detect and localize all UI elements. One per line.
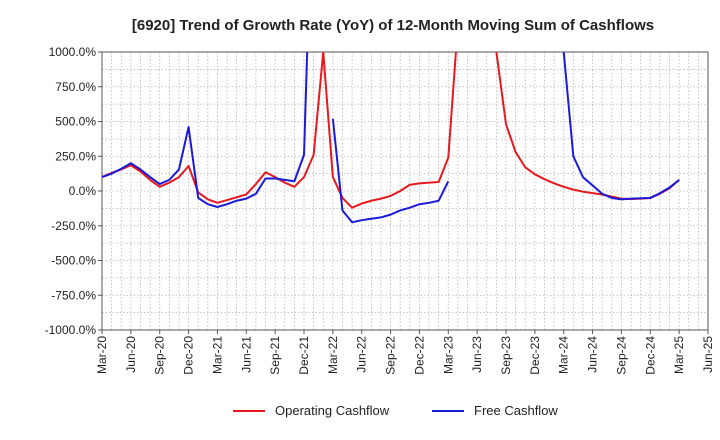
y-tick-label: 750.0% (55, 80, 96, 94)
y-tick-label: 250.0% (55, 149, 96, 163)
y-tick-label: 0.0% (69, 184, 97, 198)
y-tick-label: -250.0% (51, 219, 96, 233)
x-tick-label: Sep-21 (268, 336, 282, 375)
x-tick-label: Sep-20 (153, 336, 167, 375)
x-tick-label: Dec-20 (182, 336, 196, 375)
x-tick-label: Mar-20 (95, 336, 109, 374)
x-tick-label: Jun-20 (124, 336, 138, 373)
x-tick-label: Dec-23 (528, 336, 542, 375)
y-tick-label: 1000.0% (49, 45, 97, 59)
x-tick-label: Jun-25 (701, 336, 715, 373)
x-tick-label: Jun-21 (239, 336, 253, 373)
x-tick-label: Mar-25 (672, 336, 686, 374)
series-lines (102, 52, 680, 224)
legend-label: Free Cashflow (474, 403, 558, 418)
grid (102, 52, 708, 330)
x-tick-label: Dec-22 (412, 336, 426, 375)
x-tick-label: Mar-24 (557, 336, 571, 374)
x-tick-label: Mar-22 (326, 336, 340, 374)
x-tick-label: Mar-23 (441, 336, 455, 374)
x-tick-label: Jun-23 (470, 336, 484, 373)
legend: Operating Cashflow Free Cashflow (233, 403, 558, 418)
x-tick-label: Sep-22 (384, 336, 398, 375)
chart-title: [6920] Trend of Growth Rate (YoY) of 12-… (132, 17, 654, 34)
y-tick-label: -750.0% (51, 288, 96, 302)
axes: 1000.0% 750.0% 500.0% 250.0% 0.0% -250.0% -500… (45, 45, 715, 375)
x-tick-label: Dec-24 (643, 336, 657, 375)
series-line-free-cashflow (102, 52, 680, 224)
x-tick-label: Sep-23 (499, 336, 513, 375)
x-tick-label: Sep-24 (614, 336, 628, 375)
y-tick-label: 500.0% (55, 115, 96, 129)
x-tick-label: Jun-24 (586, 336, 600, 373)
y-tick-label: -1000.0% (45, 323, 97, 337)
y-tick-label: -500.0% (51, 254, 96, 268)
x-tick-label: Dec-21 (297, 336, 311, 375)
legend-label: Operating Cashflow (275, 403, 390, 418)
x-tick-label: Mar-21 (210, 336, 224, 374)
x-tick-label: Jun-22 (355, 336, 369, 373)
